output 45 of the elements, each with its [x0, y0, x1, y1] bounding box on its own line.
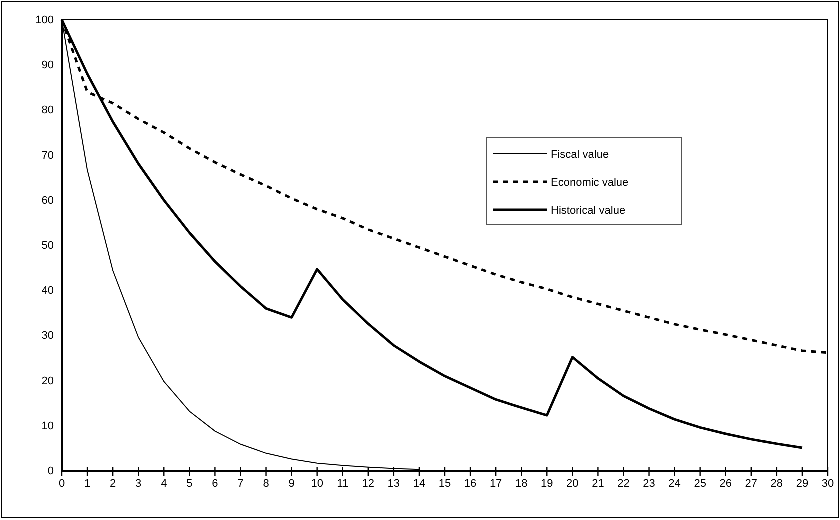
x-tick-label: 13	[388, 478, 400, 490]
x-tick-label: 23	[643, 478, 656, 490]
x-tick-label: 28	[770, 478, 784, 490]
x-tick-label: 21	[592, 478, 604, 490]
x-tick-label: 0	[58, 478, 66, 490]
x-tick-label: 19	[541, 478, 554, 490]
y-tick-label: 40	[42, 285, 54, 298]
x-tick-label: 11	[337, 478, 349, 490]
x-tick-label: 9	[288, 478, 295, 490]
y-tick-label: 90	[42, 60, 54, 72]
x-tick-label: 25	[694, 478, 706, 490]
legend-label: Fiscal value	[551, 149, 610, 161]
y-tick-label: 20	[42, 375, 54, 388]
x-tick-label: 18	[515, 478, 528, 490]
x-tick-label: 2	[110, 478, 116, 490]
x-tick-label: 24	[668, 478, 681, 490]
legend-label: Economic value	[551, 177, 629, 189]
x-tick-label: 15	[438, 478, 452, 490]
x-tick-label: 29	[796, 478, 809, 490]
y-tick-label: 30	[42, 330, 54, 342]
x-tick-label: 1	[84, 478, 91, 490]
x-tick-label: 4	[161, 478, 168, 490]
x-tick-label: 17	[490, 478, 502, 490]
y-tick-label: 0	[48, 466, 54, 478]
x-tick-label: 5	[186, 478, 193, 490]
y-tick-label: 60	[42, 194, 54, 207]
x-tick-label: 7	[238, 478, 244, 490]
y-tick-label: 50	[42, 240, 54, 252]
y-tick-label: 80	[42, 104, 54, 117]
x-tick-label: 30	[822, 478, 834, 490]
x-tick-label: 20	[566, 478, 579, 490]
x-tick-label: 6	[212, 478, 218, 490]
x-tick-label: 8	[263, 478, 270, 490]
x-tick-label: 3	[136, 478, 142, 490]
x-tick-label: 27	[745, 478, 758, 490]
x-tick-label: 12	[362, 478, 375, 490]
x-tick-label: 26	[720, 478, 732, 490]
x-tick-label: 16	[464, 478, 477, 490]
x-tick-label: 22	[618, 478, 630, 490]
legend-label: Historical value	[551, 205, 626, 217]
x-tick-label: 14	[413, 478, 426, 490]
y-tick-label: 100	[36, 14, 54, 27]
x-tick-label: 10	[311, 478, 324, 490]
y-tick-label: 70	[42, 150, 54, 162]
y-tick-label: 10	[42, 420, 54, 432]
